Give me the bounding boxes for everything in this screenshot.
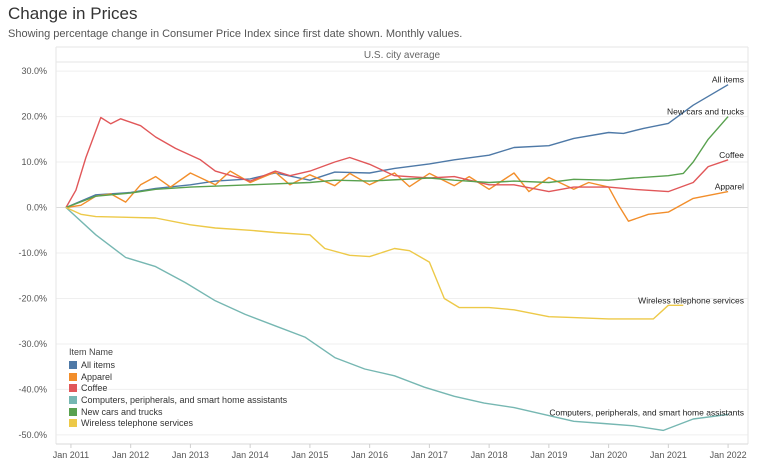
legend-item[interactable]: Computers, peripherals, and smart home a…	[69, 394, 287, 406]
legend-label: Apparel	[81, 371, 113, 382]
y-tick-label: -50.0%	[18, 430, 47, 440]
x-tick-label: Jan 2015	[291, 450, 328, 460]
x-tick-label: Jan 2014	[232, 450, 269, 460]
x-tick-label: Jan 2022	[710, 450, 747, 460]
end-label-wireless-telephone-services: Wireless telephone services	[638, 295, 744, 305]
end-label-apparel: Apparel	[715, 182, 744, 192]
x-axis: Jan 2011 Jan 2012 Jan 2013 Jan 2014 Jan 2015…	[53, 444, 747, 460]
panel-frame	[55, 46, 749, 445]
y-tick-label: -20.0%	[18, 293, 47, 303]
end-label-coffee: Coffee	[719, 150, 744, 160]
chart-title: Change in Prices	[8, 4, 138, 23]
y-tick-label: 10.0%	[21, 157, 47, 167]
series-line-apparel	[65, 170, 729, 222]
legend-swatch	[69, 395, 77, 404]
end-label-all-items: All items	[712, 75, 744, 85]
legend-item[interactable]: New cars and trucks	[69, 406, 287, 418]
x-tick-label: Jan 2016	[351, 450, 388, 460]
legend-item[interactable]: Coffee	[69, 382, 287, 394]
x-tick-label: Jan 2011	[53, 450, 89, 460]
legend-label: All items	[81, 359, 116, 370]
legend-swatch	[69, 384, 77, 393]
series-lines	[65, 84, 729, 432]
y-axis: 30.0% 20.0% 10.0% 0.0% -10.0% -20.0% -30.0% -40…	[18, 66, 47, 440]
series-line-wireless-telephone-services	[65, 206, 684, 320]
chart-subtitle: Showing percentage change in Consumer Pr…	[8, 28, 463, 40]
x-tick-label: Jan 2019	[530, 450, 567, 460]
y-tick-label: -40.0%	[18, 384, 47, 394]
gridlines	[56, 70, 748, 436]
legend-label: Computers, peripherals, and smart home a…	[81, 394, 288, 405]
legend-label: Coffee	[81, 383, 108, 394]
x-tick-label: Jan 2013	[172, 450, 209, 460]
end-label-new-cars-and-trucks: New cars and trucks	[667, 107, 744, 117]
legend-swatch	[69, 419, 77, 428]
x-tick-label: Jan 2018	[471, 450, 508, 460]
x-tick-label: Jan 2021	[650, 450, 687, 460]
y-tick-label: -30.0%	[18, 339, 47, 349]
legend-items: All items Apparel Coffee Computers, periphe…	[69, 359, 287, 429]
legend-item[interactable]: Wireless telephone services	[69, 417, 287, 429]
y-tick-label: 30.0%	[21, 66, 47, 76]
y-tick-label: 0.0%	[26, 203, 47, 213]
legend-title: Item Name	[69, 347, 114, 357]
panel-header: U.S. city average	[364, 50, 441, 61]
legend-swatch	[69, 360, 77, 369]
x-tick-label: Jan 2020	[590, 450, 627, 460]
series-line-computers-peripherals-and-smart-home-assistants	[65, 206, 729, 432]
x-tick-label: Jan 2017	[411, 450, 448, 460]
series-line-coffee	[65, 116, 729, 208]
legend-swatch	[69, 407, 77, 416]
legend: Item Name All items Apparel Coffee Computer…	[69, 347, 287, 429]
x-tick-label: Jan 2012	[112, 450, 149, 460]
series-line-all-items	[65, 84, 729, 209]
legend-label: Wireless telephone services	[81, 418, 194, 429]
legend-item[interactable]: All items	[69, 359, 287, 371]
legend-swatch	[69, 372, 77, 381]
end-labels: All items Apparel Coffee Computers, periphe…	[549, 75, 744, 418]
legend-item[interactable]: Apparel	[69, 371, 287, 383]
series-line-new-cars-and-trucks	[65, 116, 729, 209]
legend-label: New cars and trucks	[81, 406, 163, 417]
end-label-computers-peripherals-and-smart-home-assistants: Computers, peripherals, and smart home a…	[549, 407, 744, 417]
y-tick-label: -10.0%	[18, 248, 47, 258]
y-tick-label: 20.0%	[21, 112, 47, 122]
